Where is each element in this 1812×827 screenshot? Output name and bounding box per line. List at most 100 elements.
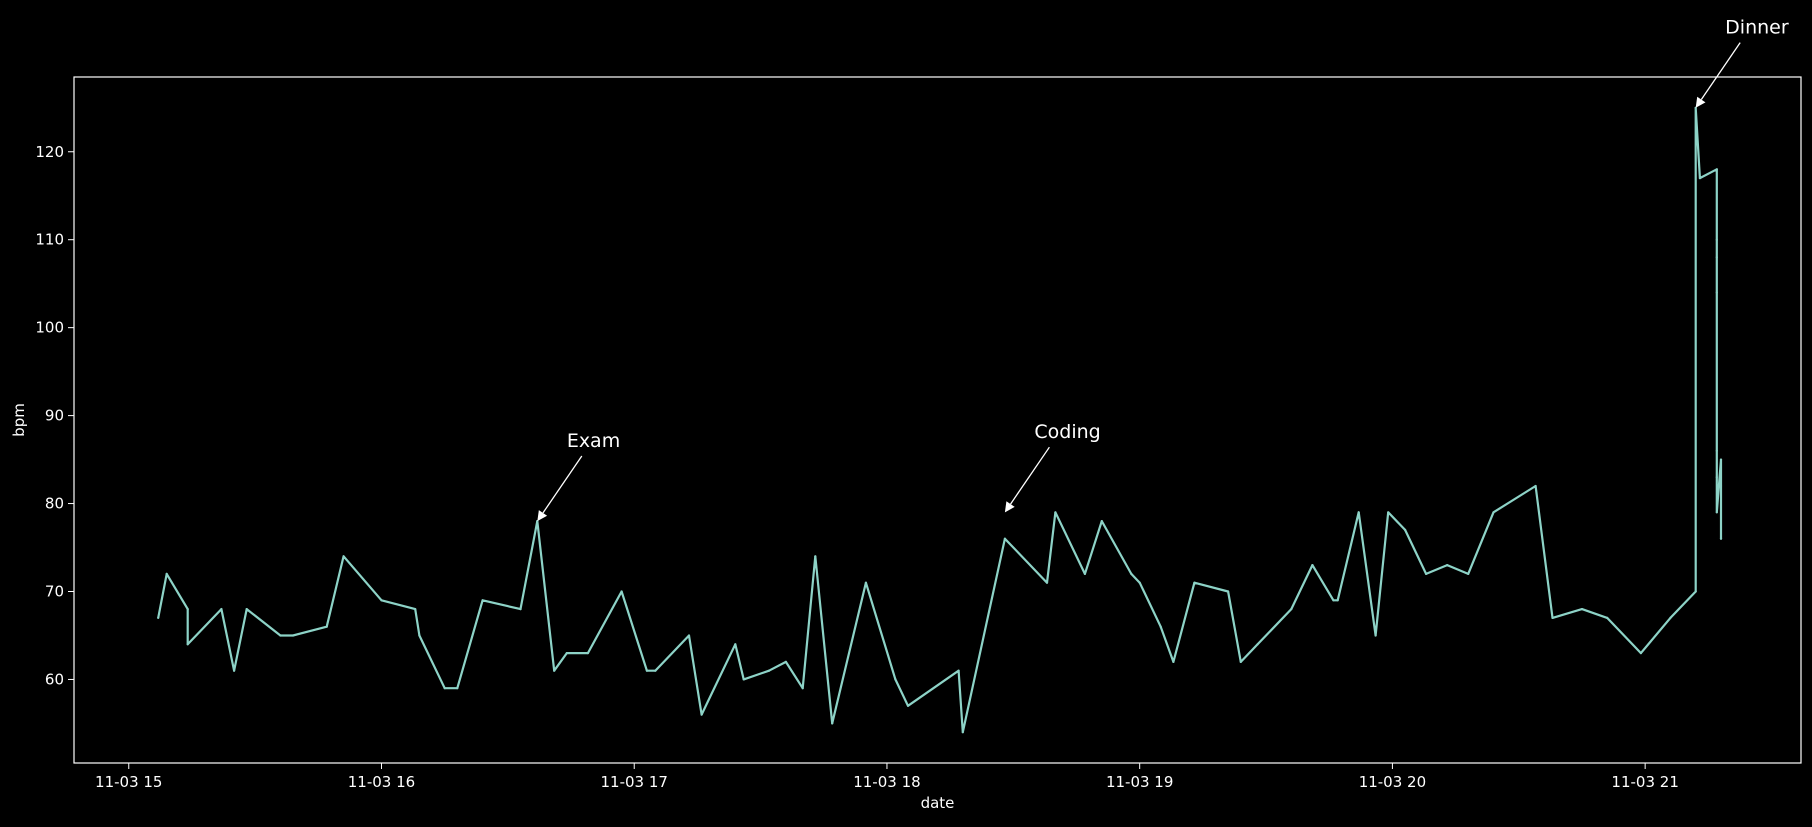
data-point	[1639, 652, 1642, 655]
x-tick-label: 11-03 20	[1359, 773, 1426, 791]
data-point	[245, 608, 248, 611]
data-point	[801, 687, 804, 690]
data-point	[1715, 238, 1718, 241]
data-point	[157, 616, 160, 620]
data-point	[957, 669, 960, 672]
y-axis-title: bpm	[10, 403, 28, 437]
data-point	[1357, 511, 1360, 514]
plot-area-frame	[73, 76, 1802, 764]
data-point	[1492, 511, 1495, 514]
data-point	[1715, 511, 1718, 514]
data-point	[380, 599, 383, 602]
data-point	[565, 652, 568, 655]
data-point	[1336, 599, 1339, 602]
data-point	[687, 634, 691, 637]
data-point	[1311, 564, 1314, 567]
data-point	[1715, 291, 1718, 294]
data-point	[1715, 476, 1718, 479]
data-point	[1719, 458, 1723, 461]
data-point	[742, 678, 745, 681]
data-point	[291, 634, 295, 637]
annotation-label: Coding	[1034, 421, 1100, 443]
x-tick-label: 11-03 18	[853, 773, 920, 791]
annotation-arrow	[1009, 446, 1050, 505]
data-point	[1172, 660, 1175, 664]
y-tick-label: 120	[35, 143, 64, 161]
data-point	[1193, 581, 1196, 584]
data-point	[831, 722, 834, 725]
data-point	[342, 555, 345, 558]
y-tick-label: 70	[45, 583, 64, 601]
data-point	[414, 608, 417, 611]
data-point	[961, 731, 964, 734]
data-point	[1715, 168, 1718, 171]
data-point	[233, 669, 236, 672]
data-point	[814, 555, 817, 558]
annotation-label: Exam	[567, 430, 620, 452]
data-point	[186, 608, 189, 611]
data-point	[1606, 616, 1609, 620]
x-tick-label: 11-03 17	[600, 773, 667, 791]
data-point	[1404, 528, 1407, 532]
tick-group: 11-03 15 11-03 16 11-03 17 11-03 18 11-03 19…	[35, 143, 1679, 791]
data-point	[481, 599, 484, 602]
data-point	[1138, 581, 1141, 584]
annotation-group: Exam Coding Dinner	[537, 17, 1789, 522]
annotation-arrowhead	[1695, 96, 1706, 108]
data-point	[418, 634, 421, 637]
y-tick-label: 90	[45, 407, 64, 425]
data-point	[586, 652, 590, 655]
data-point	[1083, 572, 1086, 576]
data-point	[1698, 177, 1701, 180]
data-point	[1669, 616, 1672, 620]
y-tick-label: 60	[45, 670, 64, 688]
data-point	[1054, 511, 1057, 514]
x-tick-label: 11-03 15	[95, 773, 162, 791]
data-point	[906, 704, 910, 707]
data-point	[1256, 643, 1259, 646]
annotation-label: Dinner	[1725, 17, 1789, 39]
data-point	[1551, 616, 1554, 620]
data-point	[186, 643, 189, 646]
data-point	[1715, 449, 1718, 452]
data-point	[1159, 625, 1162, 628]
data-point	[1719, 484, 1723, 488]
data-point	[1332, 599, 1335, 602]
data-point	[1467, 572, 1470, 576]
data-point	[1580, 608, 1584, 611]
y-tick-label: 80	[45, 495, 64, 513]
data-point	[456, 687, 459, 690]
data-point	[784, 660, 788, 664]
series-group	[157, 106, 1723, 734]
data-point	[1719, 537, 1723, 540]
data-point	[220, 608, 223, 611]
x-tick-label: 11-03 16	[348, 773, 415, 791]
data-point	[1130, 572, 1133, 576]
data-point	[734, 643, 737, 646]
data-point	[767, 669, 771, 672]
data-point	[1446, 564, 1449, 567]
data-point	[1045, 581, 1049, 584]
data-point	[654, 669, 657, 672]
data-point	[1227, 590, 1230, 593]
data-point	[443, 687, 446, 690]
annotation-arrowhead	[537, 510, 548, 522]
x-tick-label: 11-03 21	[1611, 773, 1678, 791]
data-point	[620, 590, 623, 593]
data-point	[1290, 608, 1293, 611]
data-point	[519, 608, 522, 611]
data-point	[894, 678, 897, 681]
data-point	[1239, 660, 1242, 664]
data-point	[1694, 590, 1697, 593]
data-point	[553, 669, 556, 672]
data-point	[700, 713, 703, 716]
data-point	[1425, 572, 1428, 576]
annotation-arrowhead	[1004, 501, 1015, 513]
data-point	[1715, 256, 1718, 259]
data-point	[165, 572, 168, 576]
data-point	[1003, 537, 1007, 540]
data-point	[1100, 520, 1103, 523]
